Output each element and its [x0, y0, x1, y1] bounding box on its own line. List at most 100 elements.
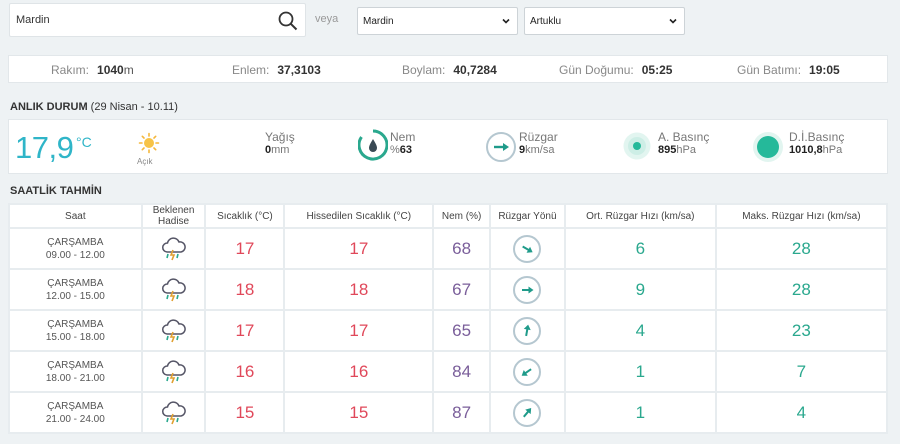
- row-time: ÇARŞAMBA 12.00 - 15.00: [10, 270, 141, 309]
- precipitation-block: Yağış 0mm: [265, 130, 295, 156]
- wind-direction-indicator: [513, 316, 542, 345]
- humidity-label: Nem: [390, 130, 416, 144]
- row-humidity: 67: [434, 270, 489, 309]
- header-max-wind: Maks. Rüzgar Hızı (km/sa): [716, 205, 886, 227]
- row-day: ÇARŞAMBA: [47, 400, 104, 412]
- header-wind-direction: Rüzgar Yönü: [490, 205, 564, 227]
- arrow-icon: [522, 245, 534, 253]
- row-range: 12.00 - 15.00: [45, 290, 105, 302]
- row-temperature: 15: [206, 393, 284, 432]
- humidity-icon: [358, 129, 388, 161]
- veya-label: veya: [315, 13, 339, 25]
- pressure-block: A. Basınç 895hPa: [658, 130, 709, 156]
- row-avg-wind: 9: [565, 270, 715, 309]
- humidity-prefix: %: [390, 144, 400, 156]
- row-event: [142, 270, 205, 309]
- condition-label: Açık: [137, 157, 153, 166]
- sea-level-pressure-unit: hPa: [822, 144, 843, 156]
- row-max-wind: 23: [716, 311, 886, 350]
- humidity-value: 63: [399, 144, 413, 156]
- current-temperature: 17,9: [15, 130, 74, 165]
- current-conditions-panel: 17,9 °C Açık Yağış 0mm Nem %63 Rüzgar 9k…: [8, 119, 888, 174]
- longitude-info: Boylam: 40,7284: [402, 63, 497, 77]
- thunderstorm-icon: [161, 400, 186, 424]
- arrow-icon: [522, 367, 533, 376]
- row-temperature: 17: [206, 311, 284, 350]
- row-wind-direction: [490, 311, 564, 350]
- row-feels-like: 17: [285, 229, 433, 268]
- row-wind-direction: [490, 352, 564, 391]
- table-row: ÇARŞAMBA 15.00 - 18.00 17 17 65: [10, 311, 886, 350]
- pressure-value: 895: [658, 144, 677, 156]
- sunset-value: 19:05: [809, 63, 840, 77]
- row-feels-like: 15: [285, 393, 433, 432]
- row-range: 09.00 - 12.00: [45, 249, 105, 261]
- sea-level-pressure-value: 1010,8: [789, 144, 823, 156]
- row-humidity: 84: [434, 352, 489, 391]
- row-humidity: 65: [434, 311, 489, 350]
- arrow-icon: [523, 407, 532, 417]
- row-temperature: 18: [206, 270, 284, 309]
- pressure-icon: [623, 132, 651, 160]
- chevron-down-icon: [502, 18, 510, 24]
- row-day: ÇARŞAMBA: [47, 236, 104, 248]
- row-feels-like: 18: [285, 270, 433, 309]
- row-day: ÇARŞAMBA: [47, 318, 104, 330]
- province-select[interactable]: Mardin: [357, 7, 518, 35]
- row-event: [142, 311, 205, 350]
- wind-unit: km/sa: [525, 144, 555, 156]
- longitude-value: 40,7284: [453, 63, 497, 77]
- altitude-info: Rakım: 1040m: [51, 63, 134, 77]
- wind-direction-indicator: [513, 275, 542, 304]
- arrow-icon: [522, 286, 534, 293]
- header-time: Saat: [10, 205, 141, 227]
- row-wind-direction: [490, 229, 564, 268]
- row-max-wind: 28: [716, 229, 886, 268]
- row-avg-wind: 4: [565, 311, 715, 350]
- district-select-value: Artuklu: [530, 16, 562, 27]
- row-event: [142, 229, 205, 268]
- row-range: 18.00 - 21.00: [45, 372, 105, 384]
- table-header-row: Saat Beklenen Hadise Sıcaklık (°C) Hisse…: [10, 205, 886, 227]
- district-select[interactable]: Artuklu: [524, 7, 685, 35]
- search-input[interactable]: [16, 4, 266, 36]
- latitude-value: 37,3103: [277, 63, 321, 77]
- row-max-wind: 28: [716, 270, 886, 309]
- current-subtitle: (29 Nisan - 10.11): [90, 101, 178, 113]
- sunrise-label: Gün Doğumu:: [559, 63, 634, 77]
- current-temperature-unit: °C: [76, 134, 92, 150]
- wind-value: 9: [519, 144, 526, 156]
- table-row: ÇARŞAMBA 12.00 - 15.00 18 18 67: [10, 270, 886, 309]
- row-temperature: 16: [206, 352, 284, 391]
- search-icon[interactable]: [277, 10, 299, 32]
- wind-direction-indicator: [513, 398, 542, 427]
- latitude-label: Enlem:: [232, 63, 270, 77]
- row-feels-like: 17: [285, 311, 433, 350]
- thunderstorm-icon: [161, 236, 186, 260]
- humidity-block: Nem %63: [390, 130, 415, 156]
- precipitation-value: 0: [265, 144, 272, 156]
- search-box[interactable]: [9, 3, 306, 37]
- header-humidity: Nem (%): [434, 205, 489, 227]
- wind-direction-indicator: [513, 357, 542, 386]
- row-time: ÇARŞAMBA 09.00 - 12.00: [10, 229, 141, 268]
- longitude-label: Boylam:: [402, 63, 446, 77]
- row-max-wind: 7: [716, 352, 886, 391]
- table-row: ÇARŞAMBA 09.00 - 12.00 17 17 68: [10, 229, 886, 268]
- chevron-down-icon: [669, 18, 677, 24]
- current-title-text: ANLIK DURUM: [10, 101, 88, 113]
- wind-icon: [486, 132, 516, 162]
- row-avg-wind: 1: [565, 393, 715, 432]
- arrow-icon: [524, 324, 532, 336]
- sea-level-pressure-icon: [753, 132, 783, 162]
- row-time: ÇARŞAMBA 21.00 - 24.00: [10, 393, 141, 432]
- thunderstorm-icon: [161, 318, 186, 342]
- header-event: Beklenen Hadise: [142, 205, 205, 227]
- search-row: veya Mardin Artuklu: [8, 3, 888, 37]
- row-humidity: 68: [434, 229, 489, 268]
- row-avg-wind: 6: [565, 229, 715, 268]
- row-wind-direction: [490, 393, 564, 432]
- row-day: ÇARŞAMBA: [47, 277, 104, 289]
- latitude-info: Enlem: 37,3103: [232, 63, 321, 77]
- row-feels-like: 16: [285, 352, 433, 391]
